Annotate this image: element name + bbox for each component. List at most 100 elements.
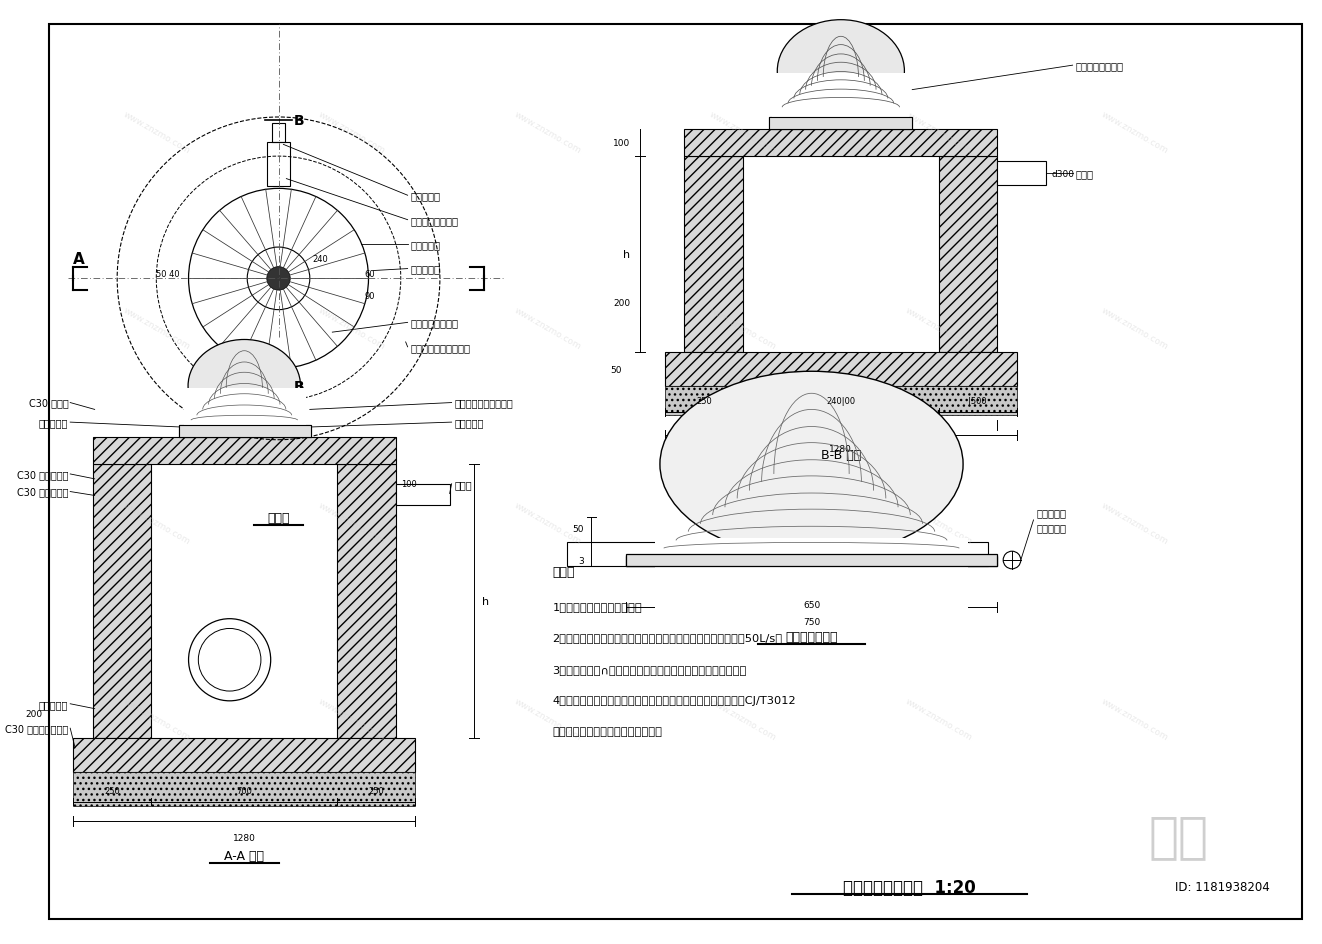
Text: |500: |500 [969,397,988,406]
Text: 3、溢流口井郡∩值可根据设计需要的溢流水位标高进行调整。: 3、溢流口井郡∩值可根据设计需要的溢流水位标高进行调整。 [553,664,747,674]
Text: A: A [73,252,85,267]
Text: 200: 200 [25,709,42,718]
Bar [654,538,968,631]
Circle shape [267,267,291,291]
Bar [772,74,910,129]
Text: 溢流口轴座: 溢流口轴座 [455,417,484,428]
Text: 说明：: 说明： [553,565,575,579]
Text: 650: 650 [802,600,820,610]
Text: 50: 50 [611,365,621,375]
Text: www.znzmo.com: www.znzmo.com [709,305,779,350]
Text: 溢流井基础: 溢流井基础 [38,699,69,709]
Text: 250: 250 [697,397,711,406]
Text: 240: 240 [313,255,328,264]
Text: 溢流口轴座用螺栓固定: 溢流口轴座用螺栓固定 [411,343,471,352]
Text: www.znzmo.com: www.znzmo.com [709,110,779,156]
Text: 100: 100 [401,480,416,489]
Text: B-B 剖面: B-B 剖面 [821,448,861,462]
Text: www.znzmo.com: www.znzmo.com [1099,305,1169,350]
Text: www.znzmo.com: www.znzmo.com [513,110,583,156]
Bar [93,437,395,464]
Bar [685,157,743,352]
Bar [337,464,395,738]
Text: C30 混凝土现浇: C30 混凝土现浇 [17,487,69,497]
Text: www.znzmo.com: www.znzmo.com [122,696,192,741]
Text: 250: 250 [104,786,120,795]
Text: www.znzmo.com: www.znzmo.com [1099,696,1169,741]
Text: www.znzmo.com: www.znzmo.com [513,696,583,741]
Text: 750: 750 [802,617,820,626]
Bar [178,426,311,437]
Bar [267,143,291,187]
Text: www.znzmo.com: www.znzmo.com [904,696,973,741]
Text: B: B [295,379,305,394]
Text: 圆形型铸铁溢流口: 圆形型铸铁溢流口 [1076,61,1124,71]
Text: d300: d300 [1051,170,1073,179]
Bar [625,557,997,566]
Text: www.znzmo.com: www.znzmo.com [317,696,387,741]
Bar [769,118,912,129]
Text: www.znzmo.com: www.znzmo.com [513,305,583,350]
Text: A-A 剖面: A-A 剖面 [225,849,264,862]
Text: www.znzmo.com: www.znzmo.com [513,500,583,546]
Text: 60: 60 [365,270,375,278]
Text: 200: 200 [613,299,631,308]
Text: 2、本做法适用于下沉式生物滞留设施，溢流口最大过流能力为50L/s。: 2、本做法适用于下沉式生物滞留设施，溢流口最大过流能力为50L/s。 [553,632,783,643]
Bar [184,389,305,437]
Bar [890,543,988,566]
Bar [625,554,997,566]
Text: 溢流口井身: 溢流口井身 [411,240,440,250]
Text: 用螺栓固定: 用螺栓固定 [1036,522,1067,532]
Ellipse shape [777,21,904,124]
Text: 溢流口井身: 溢流口井身 [38,417,69,428]
Text: 1280: 1280 [233,833,255,842]
Bar [73,738,415,772]
Text: 100: 100 [613,139,631,148]
Bar [395,484,449,506]
Text: 雨水管: 雨水管 [1076,169,1093,178]
Text: 溢流口井座尺寸: 溢流口井座尺寸 [785,630,838,643]
Text: 平面图: 平面图 [267,512,290,525]
Text: h: h [483,597,489,606]
Text: 250: 250 [369,786,385,795]
Bar [567,543,665,566]
Text: www.znzmo.com: www.znzmo.com [122,500,192,546]
Bar [178,426,311,437]
Bar [769,118,912,129]
Text: www.znzmo.com: www.znzmo.com [709,696,779,741]
Text: www.znzmo.com: www.znzmo.com [904,500,973,546]
Text: www.znzmo.com: www.znzmo.com [1099,110,1169,156]
Text: 标准要求，满足轻型井盖强度要求。: 标准要求，满足轻型井盖强度要求。 [553,726,662,736]
Text: 4、铸铁溢流口为成品，采用铸铁材料，满足《铸铁检查井盖》CJ/T3012: 4、铸铁溢流口为成品，采用铸铁材料，满足《铸铁检查井盖》CJ/T3012 [553,695,796,705]
Bar [93,464,152,738]
Circle shape [189,619,271,701]
Text: 75: 75 [249,428,260,437]
Text: C30 混凝土现浇: C30 混凝土现浇 [17,469,69,480]
Text: h: h [624,249,631,260]
Bar [272,124,286,143]
Text: 知末: 知末 [1149,812,1208,860]
Text: 700: 700 [237,786,253,795]
Text: www.znzmo.com: www.znzmo.com [122,305,192,350]
Text: 混凝土现浇: 混凝土现浇 [411,264,440,275]
Text: C30 混凝土现浇井座: C30 混凝土现浇井座 [5,723,69,733]
Text: 240|00: 240|00 [826,397,855,406]
Text: 3: 3 [578,556,583,565]
Text: 溢流口轴座: 溢流口轴座 [411,191,440,201]
Text: www.znzmo.com: www.znzmo.com [317,500,387,546]
Bar [665,352,1017,386]
Text: www.znzmo.com: www.znzmo.com [317,110,387,156]
Text: www.znzmo.com: www.znzmo.com [904,110,973,156]
Text: 50 40: 50 40 [156,270,180,278]
Ellipse shape [660,372,964,558]
Text: B: B [295,114,305,127]
Circle shape [1003,551,1021,569]
Text: 圆形溢流井大样图  1:20: 圆形溢流井大样图 1:20 [843,878,976,896]
Text: 用螺栓固定于井座: 用螺栓固定于井座 [411,215,459,226]
Text: www.znzmo.com: www.znzmo.com [709,500,779,546]
Text: 1280: 1280 [829,445,853,453]
Text: www.znzmo.com: www.znzmo.com [904,305,973,350]
Ellipse shape [188,340,300,433]
Bar [685,129,997,157]
Bar [665,386,1017,415]
